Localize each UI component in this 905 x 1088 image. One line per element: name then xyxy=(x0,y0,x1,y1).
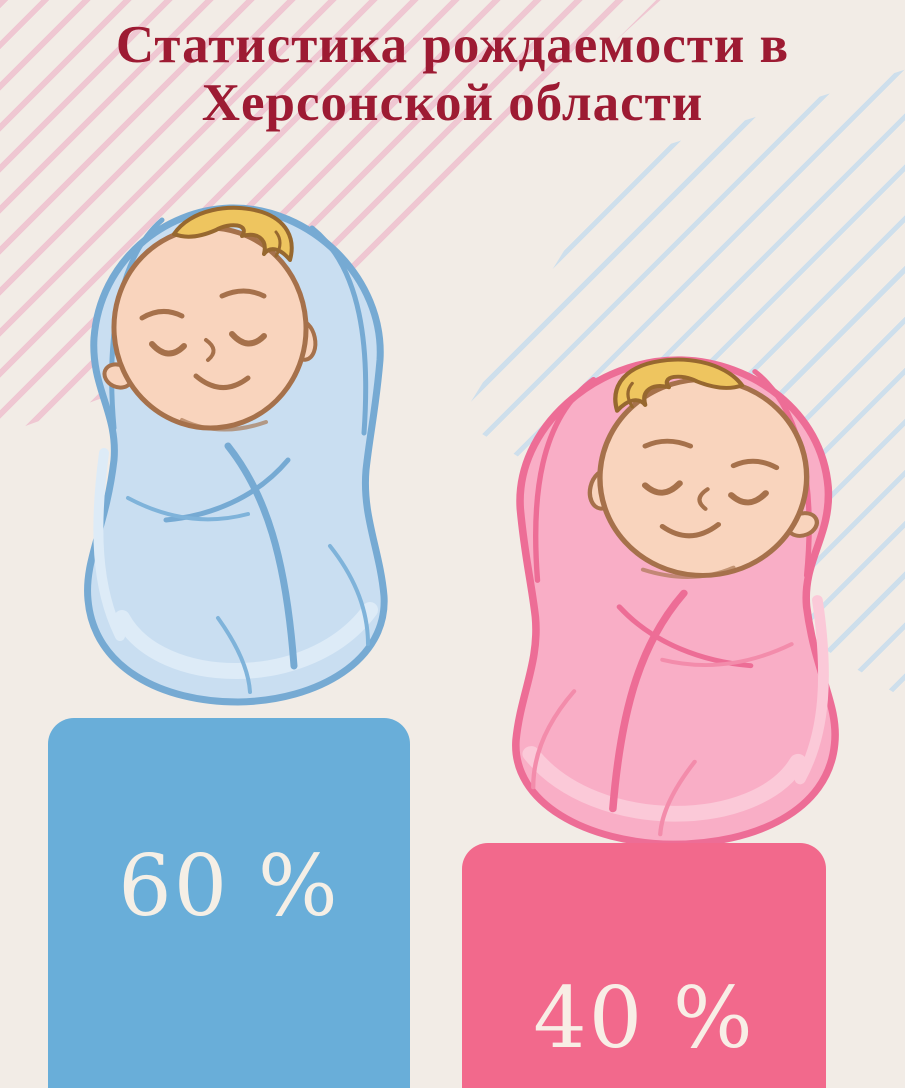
page-title: Статистика рождаемости в Херсонской обла… xyxy=(0,16,905,133)
girls-percentage-label: 40 % xyxy=(533,969,755,1067)
girls-percentage-bar: 40 % xyxy=(462,843,826,1088)
boys-percentage-bar: 60 % xyxy=(48,718,410,1088)
boys-percentage-label: 60 % xyxy=(118,837,340,935)
baby-girl-illustration xyxy=(488,350,854,850)
baby-boy-illustration xyxy=(70,198,410,708)
page-title-text: Статистика рождаемости в Херсонской обла… xyxy=(115,16,790,133)
